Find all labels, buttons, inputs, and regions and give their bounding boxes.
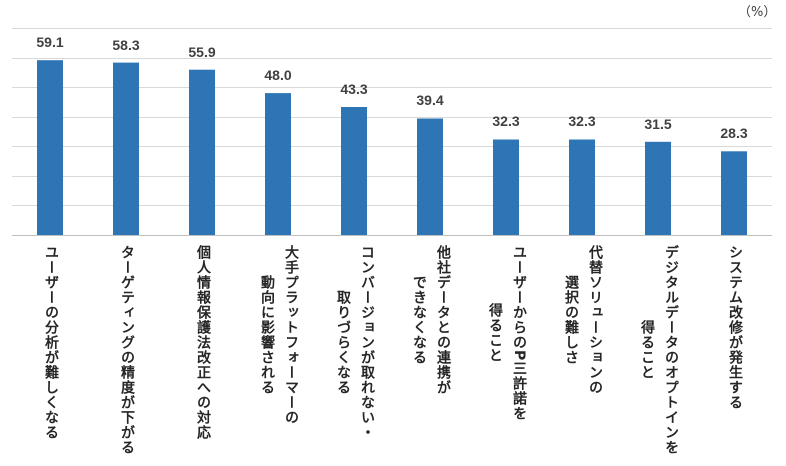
bar-value-label: 28.3: [720, 125, 748, 142]
bar-value-label: 59.1: [36, 34, 64, 51]
category-label: ターゲティングの精度が下がる: [119, 245, 135, 455]
bar-value-label: 48.0: [264, 67, 292, 84]
chart-bar: [37, 60, 63, 236]
chart-bar: [113, 62, 139, 235]
chart-bar: [645, 141, 671, 235]
category-label: 個人情報保護法改正への対応: [195, 245, 211, 440]
chart-bar: [417, 118, 443, 235]
chart-bar: [569, 139, 595, 235]
chart-bar: [721, 151, 747, 235]
bar-value-label: 55.9: [188, 43, 216, 60]
chart-bar: [493, 139, 519, 235]
bar-value-label: 43.3: [340, 80, 368, 97]
category-label: 他社データとの連携が できなくなる: [411, 245, 451, 395]
category-label: ユーザーからのP三許諾を 得ること: [487, 245, 527, 422]
category-label: コンバージョンが取れない・ 取りづらくなる: [335, 245, 375, 440]
category-label: ユーザーの分析が難しくなる: [43, 245, 59, 440]
chart-bar: [341, 107, 367, 235]
category-label: 大手プラットフォーマーの 動向に影響される: [259, 245, 299, 425]
category-label: システム改修が発生する: [727, 245, 743, 410]
bar-value-label: 32.3: [568, 113, 596, 130]
category-label: 代替ソリューションの 選択の難しさ: [563, 245, 603, 395]
chart-bar: [189, 69, 215, 235]
bar-value-label: 58.3: [112, 36, 140, 53]
bar-value-label: 39.4: [416, 92, 444, 109]
unit-label: （%）: [738, 5, 777, 20]
category-label: デジタルデータのオプトインを 得ること: [639, 245, 679, 455]
bar-value-label: 31.5: [644, 115, 672, 132]
chart-bar: [265, 93, 291, 235]
bar-value-label: 32.3: [492, 113, 520, 130]
